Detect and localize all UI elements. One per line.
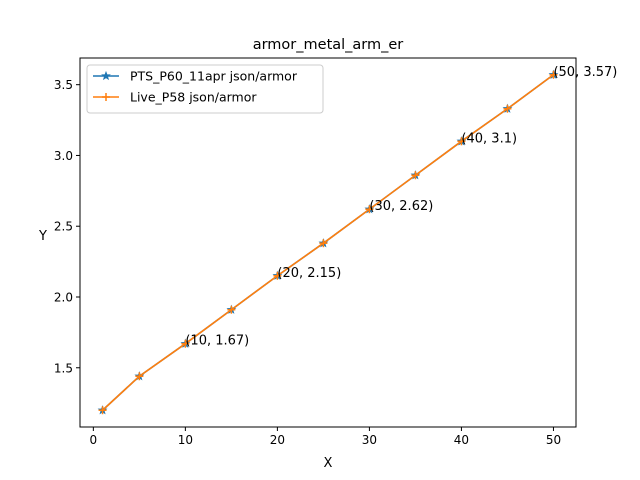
legend-label: Live_P58 json/armor <box>130 90 257 105</box>
y-tick-label: 1.5 <box>54 361 73 375</box>
data-point-2 <box>365 205 374 214</box>
y-tick-label: 2.0 <box>54 290 73 304</box>
y-tick-label: 2.5 <box>54 220 73 234</box>
y-tick-label: 3.0 <box>54 149 73 163</box>
x-tick-label: 50 <box>546 433 561 447</box>
plot-content <box>97 69 559 415</box>
legend-label: PTS_P60_11apr json/armor <box>130 69 298 84</box>
series-line-1 <box>102 74 554 411</box>
x-axis-label: X <box>324 456 333 471</box>
data-point-2 <box>273 271 282 280</box>
x-tick-label: 30 <box>362 433 377 447</box>
x-tick-label: 20 <box>270 433 285 447</box>
x-tick-label: 10 <box>178 433 193 447</box>
x-tick-label: 40 <box>454 433 469 447</box>
plot-frame <box>79 57 577 428</box>
x-axis: 0 10 20 30 40 50 <box>90 427 561 447</box>
legend: PTS_P60_11apr json/armor Live_P58 json/ar… <box>86 64 324 114</box>
series-line-2 <box>102 74 554 411</box>
y-axis-label: Y <box>38 229 47 244</box>
data-point-2 <box>98 406 107 415</box>
data-point-2 <box>181 339 190 348</box>
data-point-2 <box>503 104 512 113</box>
legend-box <box>86 64 324 114</box>
legend-marker <box>101 70 111 81</box>
legend-marker <box>102 93 110 101</box>
data-point-2 <box>319 239 328 248</box>
y-axis: 1.5 2.0 2.5 3.0 3.5 <box>54 78 80 375</box>
data-label: (20, 2.15) <box>277 266 341 281</box>
chart-title: armor_metal_arm_er <box>253 37 404 53</box>
data-point-2 <box>457 137 466 146</box>
annotations: (10, 1.67) (20, 2.15) (30, 2.62) (40, 3.1) (… <box>185 65 617 349</box>
data-label: (50, 3.57) <box>553 65 617 80</box>
data-label: (30, 2.62) <box>369 199 433 214</box>
data-point-2 <box>411 171 420 180</box>
x-tick-label: 0 <box>90 433 98 447</box>
data-point-2 <box>135 372 144 381</box>
data-point-2 <box>227 305 236 314</box>
data-point-2 <box>549 70 558 79</box>
data-label: (10, 1.67) <box>185 334 249 349</box>
data-label: (40, 3.1) <box>461 131 517 146</box>
y-tick-label: 3.5 <box>54 78 73 92</box>
